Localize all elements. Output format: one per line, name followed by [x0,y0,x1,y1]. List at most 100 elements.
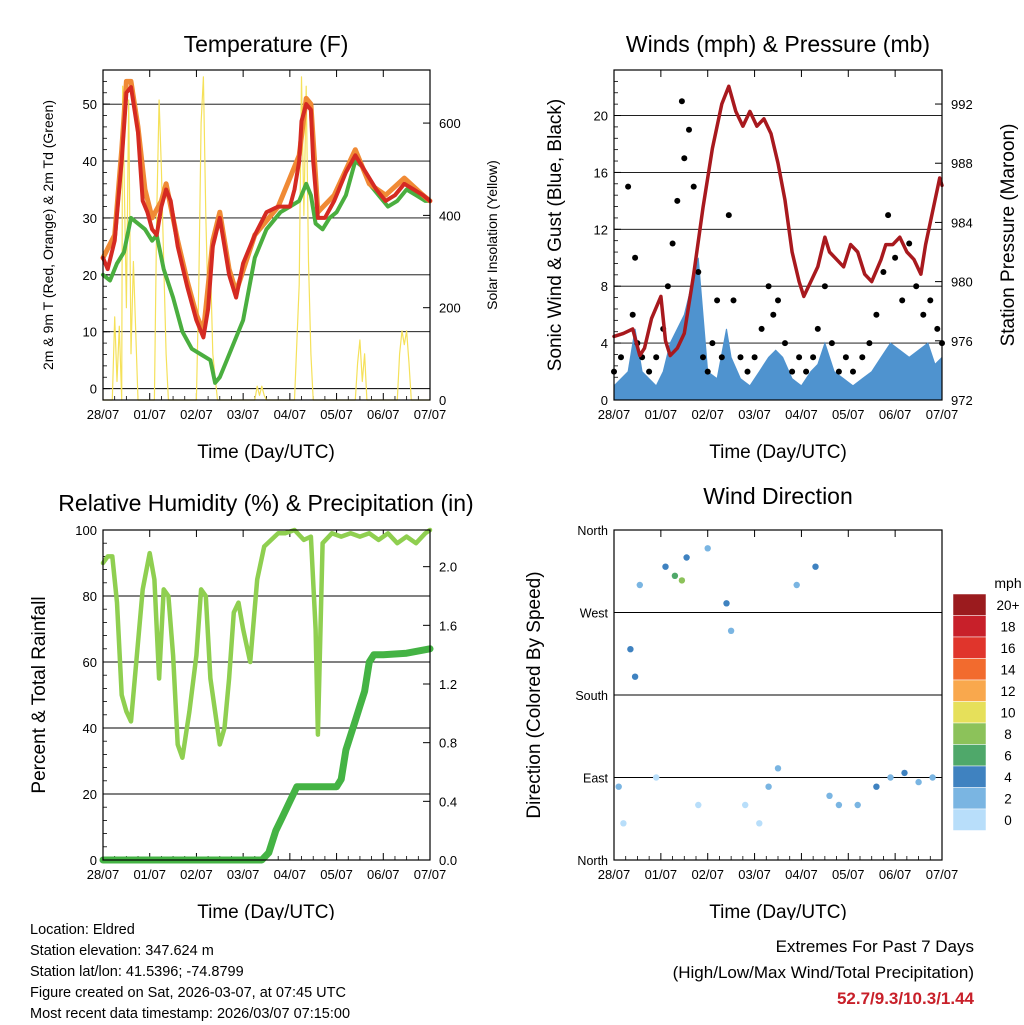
colorbar-swatch [952,658,987,681]
gust-point [920,311,927,318]
colorbar-swatch [952,722,987,745]
wind-direction-point [826,792,833,799]
wind-direction-point [887,774,894,781]
wind-ytick-label: 8 [601,279,608,294]
dir-xtick-label: 03/07 [738,867,771,882]
wind-direction-point [636,581,643,589]
temp-9m-line [100,78,433,335]
wind-direction-point [929,774,936,781]
wind-direction-point [756,820,763,827]
winds-y-label: Sonic Wind & Gust (Blue, Black) [545,99,566,371]
gust-point [700,354,706,361]
colorbar-label: 6 [1004,748,1012,763]
colorbar-label: 4 [1004,770,1012,785]
wind-y2tick-label: 988 [951,156,973,171]
wind-y2tick-label: 972 [951,393,973,408]
pressure-line [612,84,944,358]
rh-ytick-label: 80 [83,589,97,604]
temp-plot-border [102,69,431,401]
wind-y2tick-label: 984 [951,215,973,230]
temp-ytick-label: 10 [83,325,97,340]
extremes-subheading: (High/Low/Max Wind/Total Precipitation) [672,963,974,982]
gust-point [744,368,751,375]
temp-xtick-label: 04/07 [274,407,307,422]
created-text: Figure created on Sat, 2026-03-07, at 07… [30,985,346,1001]
wind-xtick-label: 07/07 [926,407,959,422]
dir-ytick-label: West [580,607,609,621]
wind-ytick-label: 4 [601,336,608,351]
wind-xtick-label: 05/07 [832,407,865,422]
dir-ytick-label: North [577,524,608,538]
temp-xtick-label: 05/07 [320,407,353,422]
wind-direction-point [671,572,679,579]
gust-point [709,340,716,347]
gust-point [810,354,817,361]
winds-title: Winds (mph) & Pressure (mb) [626,31,930,57]
temp-xtick-label: 28/07 [87,407,120,422]
rh-xtick-label: 04/07 [274,867,307,882]
gust-point [899,297,906,304]
gust-point [751,354,758,361]
temp-xtick-label: 06/07 [367,407,400,422]
temp-xtick-label: 02/07 [180,407,213,422]
wind-xtick-label: 01/07 [645,407,678,422]
wind-direction-point [683,554,690,561]
wind-y2tick-label: 976 [951,334,973,349]
rh-y2tick-label: 0.4 [439,794,457,809]
temp-xtick-label: 01/07 [133,407,166,422]
wind-direction-point [835,801,843,809]
rh-ytick-label: 60 [83,655,97,670]
gust-point [927,297,934,304]
temp-ytick-label: 40 [83,154,97,169]
recent-text: Most recent data timestamp: 2026/03/07 0… [30,1006,351,1022]
colorbar-label: 8 [1004,727,1012,742]
wind-y2tick-label: 992 [951,97,973,112]
gust-point [681,155,688,162]
relative-humidity-line [100,527,433,760]
winds-x-label: Time (Day/UTC) [709,442,847,463]
gust-point [632,254,639,261]
colorbar-swatch [952,744,987,767]
gust-point [828,340,835,347]
temperature-y-label: 2m & 9m T (Red, Orange) & 2m Td (Green) [40,100,56,370]
wind-xtick-label: 28/07 [598,407,631,422]
precipitation-line [99,645,434,864]
colorbar-swatch [952,765,987,788]
wind-direction-point [723,600,730,607]
gust-point [906,240,913,247]
colorbar-swatch [952,615,987,638]
colorbar-swatch [952,701,987,724]
colorbar-label: 12 [1000,684,1015,699]
temp-ytick-label: 0 [90,382,97,397]
wind-ytick-label: 12 [594,222,608,237]
gust-point [842,354,849,361]
gust-point [765,283,772,290]
temperature-x-label: Time (Day/UTC) [197,442,335,463]
rh-y2tick-label: 0.0 [439,853,457,868]
wind-xtick-label: 02/07 [691,407,724,422]
speed-colorbar: 20+ 18 16 14 12 10 8 6 4 2 0 [952,593,1020,831]
colorbar-label: 14 [1000,662,1016,677]
colorbar-label: 20+ [997,598,1020,613]
wind-ytick-label: 16 [594,165,608,180]
temp-ytick-label: 20 [83,268,97,283]
dir-xtick-label: 28/07 [598,867,631,882]
gust-point [821,283,828,290]
temperature-panel: Temperature (F) 2m & 9m T (Red, Orange) … [40,31,500,463]
dir-xtick-label: 04/07 [785,867,818,882]
winds-y2-label: Station Pressure (Maroon) [998,124,1019,347]
gust-point [674,197,681,204]
extremes-values: 52.7/9.3/10.3/1.44 [836,989,974,1008]
winds-panel: Winds (mph) & Pressure (mb) Sonic Wind &… [545,31,1019,463]
station-info: Location: Eldred Station elevation: 347.… [30,920,350,1025]
wind-ytick-label: 0 [601,393,608,408]
wind-direction-point [620,820,627,827]
gust-point [653,354,660,361]
dir-ytick-label: East [583,772,609,786]
rh-ytick-label: 40 [83,721,97,736]
wind-direction-point [695,801,702,809]
wind-direction-point [704,545,711,552]
rh-xtick-label: 05/07 [320,867,353,882]
humidity-x-label: Time (Day/UTC) [197,902,335,920]
wind-direction-point [774,765,782,772]
